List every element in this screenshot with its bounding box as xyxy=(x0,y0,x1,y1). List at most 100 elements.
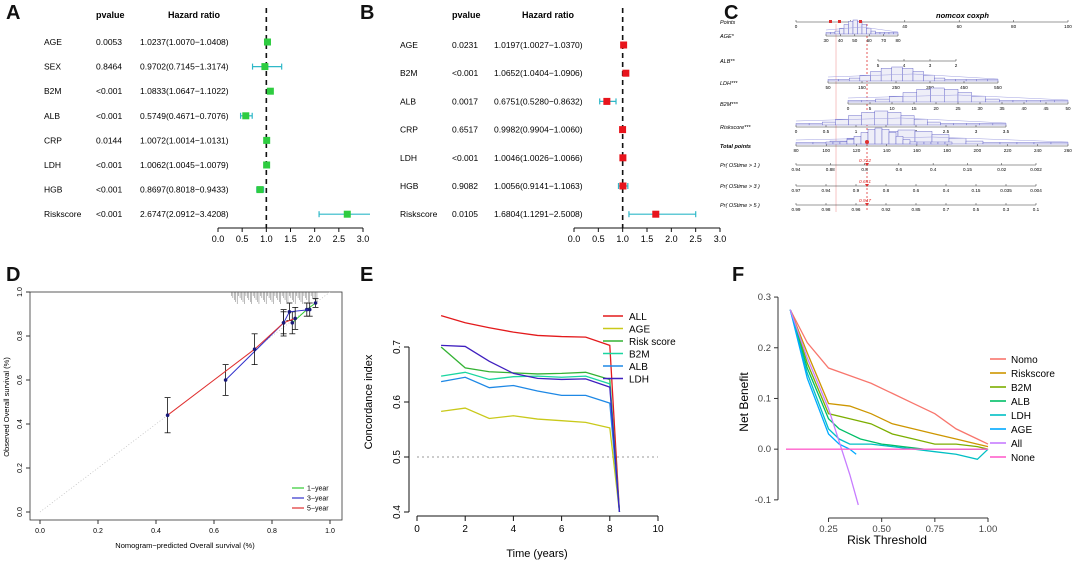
hr-point xyxy=(619,182,627,190)
nomo-tick-label: 35 xyxy=(999,106,1005,111)
nomo-total-hist-bar xyxy=(853,136,862,145)
nomo-tick-label: 3 xyxy=(975,129,978,134)
x-tick-label: 0.75 xyxy=(926,524,945,535)
nomogram-title: nomcox coxph xyxy=(936,11,989,20)
nomo-total-hist-bar xyxy=(944,141,953,145)
panel-d: D 0.0 0.2 0.4 0.6 0.8 1.0 0.0 0.2 0.4 0.6 0.8 1.0 No… xyxy=(0,262,350,564)
calib-point xyxy=(252,347,257,351)
forest-plot-b: pvalue Hazard ratio AGE 0.0231 1.0197(1.0027… xyxy=(400,8,726,260)
nomo-hist-bar xyxy=(1016,142,1035,145)
nomo-hist-bar xyxy=(999,100,1014,103)
nomo-prob-highlight: 0.947 xyxy=(859,198,871,204)
cindex-line xyxy=(441,407,621,513)
row-hr-text: 1.0237(1.0070−1.0408) xyxy=(140,37,229,47)
row-hr-text: 0.5749(0.4671−0.7076) xyxy=(140,111,229,121)
nomo-hist-bar xyxy=(838,79,850,82)
nomo-tick-label: 25 xyxy=(955,106,961,111)
x-tick-label: 1.00 xyxy=(979,524,998,535)
row-name: B2M xyxy=(44,86,61,96)
nomo-total-hist-bar xyxy=(881,129,890,145)
row-hr-text: 0.6751(0.5280−0.8632) xyxy=(494,96,583,106)
y-tick-label: 0.4 xyxy=(17,419,24,429)
x-axis-title: Hazard ratio xyxy=(621,249,673,250)
dca-line xyxy=(789,309,989,450)
nomo-hist-bar xyxy=(887,112,902,126)
x-tick-label: 2.5 xyxy=(333,234,346,244)
y-tick-label: 0.5 xyxy=(392,450,403,464)
row-name: B2M xyxy=(400,68,417,78)
nomo-hist-bar xyxy=(965,140,984,145)
row-hr-text: 2.6747(2.0912−3.4208) xyxy=(140,209,229,219)
nomo-tick-label: 50 xyxy=(852,38,858,43)
nomo-tick-label: 5 xyxy=(877,63,880,68)
calib-point xyxy=(307,307,312,312)
row-pvalue: <0.001 xyxy=(96,111,123,121)
nomo-total-hist-bar xyxy=(874,127,883,145)
nomo-tick-label: 0.1 xyxy=(1033,207,1040,212)
row-hr-text: 1.0833(1.0647−1.1022) xyxy=(140,86,229,96)
nomo-tick-label: 0 xyxy=(847,106,850,111)
hr-point xyxy=(266,87,274,95)
legend-label: AGE xyxy=(629,325,650,336)
legend-label: ALB xyxy=(1011,397,1030,408)
nomo-prob-highlight: 0.651 xyxy=(859,179,871,185)
nomo-tick-label: 2 xyxy=(955,63,958,68)
cindex-line xyxy=(440,376,621,513)
nomo-tick-label: 60 xyxy=(867,38,873,43)
nomo-tick-label: 3.5 xyxy=(1003,129,1010,134)
nomo-hist-bar xyxy=(900,115,915,126)
row-name: ALB xyxy=(400,96,416,106)
x-tick-label: 1.5 xyxy=(641,234,654,244)
row-name: AGE xyxy=(44,37,62,47)
nomo-tick-label: 0.002 xyxy=(1030,167,1042,172)
nomo-point-marker xyxy=(838,20,841,23)
cindex-line xyxy=(440,371,621,513)
nomo-hist-bar xyxy=(861,100,876,103)
forest-plot-a: pvalue Hazard ratio AGE 0.0053 1.0237(1.0070… xyxy=(44,8,384,260)
nomo-tick-label: 0.94 xyxy=(792,167,801,172)
y-axis-title: Concordance index xyxy=(363,354,375,449)
x-tick-label: 2.0 xyxy=(308,234,321,244)
x-tick-label: 0.0 xyxy=(212,234,225,244)
row-pvalue: 0.0144 xyxy=(96,135,122,145)
nomo-hist-bar xyxy=(857,21,863,35)
nomo-total-hist-bar xyxy=(888,132,897,145)
y-tick-label: 0.2 xyxy=(758,343,771,354)
calib-point xyxy=(287,310,292,314)
nomo-hist-bar xyxy=(866,27,872,35)
x-tick-label: 0.2 xyxy=(93,528,103,535)
nomo-hist-bar xyxy=(795,142,814,145)
nomo-hist-bar xyxy=(985,98,1000,103)
y-tick-label: 0.6 xyxy=(392,395,403,409)
nomo-tick-label: 180 xyxy=(943,148,951,153)
row-pvalue: 0.9082 xyxy=(452,181,478,191)
col-header-pvalue: pvalue xyxy=(452,10,481,20)
row-hr-text: 1.6804(1.1291−2.5008) xyxy=(494,209,583,219)
nomo-hist-bar xyxy=(1050,142,1069,145)
hr-point xyxy=(261,63,269,71)
nomo-tick-label: 80 xyxy=(1011,24,1017,29)
y-tick-label: 0.8 xyxy=(17,331,24,341)
row-pvalue: <0.001 xyxy=(452,153,479,163)
hr-point xyxy=(619,154,627,162)
legend-label: Riskscore xyxy=(1011,369,1055,380)
nomo-tick-label: 0.035 xyxy=(1000,188,1012,193)
calib-point xyxy=(281,321,286,325)
nomo-hist-bar xyxy=(879,32,885,35)
nomo-row-label: LDH*** xyxy=(720,81,738,87)
nomo-tick-label: 0.4 xyxy=(930,167,937,172)
nomo-hist-bar xyxy=(934,77,946,82)
x-tick-label: 0.5 xyxy=(236,234,249,244)
ideal-diagonal xyxy=(39,291,331,513)
row-name: CRP xyxy=(400,125,418,135)
x-axis-title: Time (years) xyxy=(506,548,567,560)
row-name: ALB xyxy=(44,111,60,121)
nomo-density-line xyxy=(825,26,899,33)
nomo-tick-label: 260 xyxy=(1064,148,1072,153)
nomo-hist-bar xyxy=(976,79,988,82)
row-hr-text: 1.0072(1.0014−1.0131) xyxy=(140,135,229,145)
nomo-tick-label: 450 xyxy=(960,85,968,90)
nomo-tick-label: 60 xyxy=(957,24,963,29)
dca-plot: 0.25 0.50 0.75 1.00 -0.1 0.0 0.1 0.2 0.3 Risk Thr… xyxy=(737,292,1055,547)
legend-label: AGE xyxy=(1011,425,1032,436)
